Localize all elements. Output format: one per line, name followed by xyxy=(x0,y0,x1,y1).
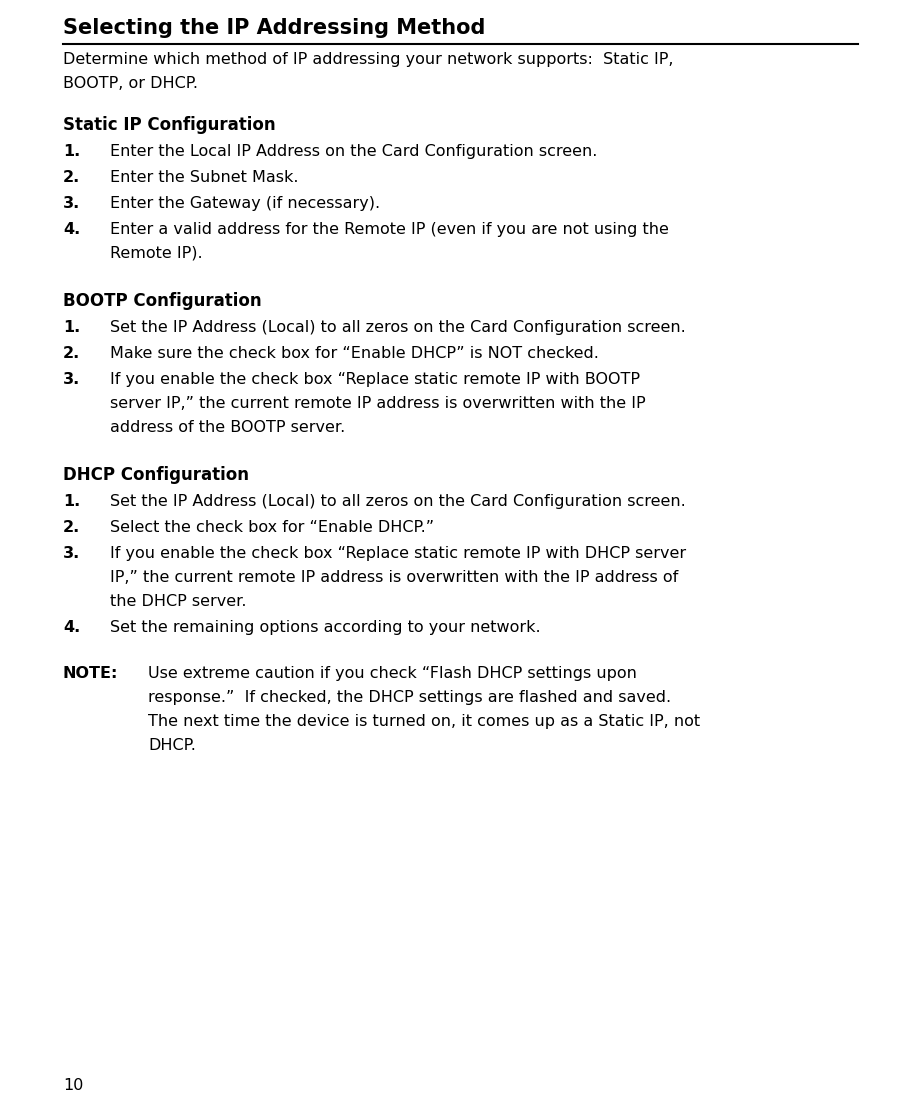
Text: BOOTP Configuration: BOOTP Configuration xyxy=(63,293,262,310)
Text: 2.: 2. xyxy=(63,346,81,361)
Text: server IP,” the current remote IP address is overwritten with the IP: server IP,” the current remote IP addres… xyxy=(110,396,646,411)
Text: Enter a valid address for the Remote IP (even if you are not using the: Enter a valid address for the Remote IP … xyxy=(110,222,669,237)
Text: DHCP Configuration: DHCP Configuration xyxy=(63,466,249,484)
Text: Set the IP Address (Local) to all zeros on the Card Configuration screen.: Set the IP Address (Local) to all zeros … xyxy=(110,494,686,509)
Text: 1.: 1. xyxy=(63,320,81,335)
Text: Selecting the IP Addressing Method: Selecting the IP Addressing Method xyxy=(63,18,486,38)
Text: 3.: 3. xyxy=(63,546,81,561)
Text: Set the IP Address (Local) to all zeros on the Card Configuration screen.: Set the IP Address (Local) to all zeros … xyxy=(110,320,686,335)
Text: If you enable the check box “Replace static remote IP with DHCP server: If you enable the check box “Replace sta… xyxy=(110,546,686,561)
Text: Set the remaining options according to your network.: Set the remaining options according to y… xyxy=(110,620,541,635)
Text: Enter the Gateway (if necessary).: Enter the Gateway (if necessary). xyxy=(110,196,381,211)
Text: 3.: 3. xyxy=(63,372,81,387)
Text: Determine which method of IP addressing your network supports:  Static IP,: Determine which method of IP addressing … xyxy=(63,52,673,66)
Text: If you enable the check box “Replace static remote IP with BOOTP: If you enable the check box “Replace sta… xyxy=(110,372,640,387)
Text: Use extreme caution if you check “Flash DHCP settings upon: Use extreme caution if you check “Flash … xyxy=(148,666,637,681)
Text: the DHCP server.: the DHCP server. xyxy=(110,594,246,609)
Text: NOTE:: NOTE: xyxy=(63,666,119,681)
Text: 1.: 1. xyxy=(63,144,81,160)
Text: 4.: 4. xyxy=(63,620,81,635)
Text: address of the BOOTP server.: address of the BOOTP server. xyxy=(110,420,345,435)
Text: BOOTP, or DHCP.: BOOTP, or DHCP. xyxy=(63,76,198,91)
Text: Make sure the check box for “Enable DHCP” is NOT checked.: Make sure the check box for “Enable DHCP… xyxy=(110,346,599,361)
Text: 4.: 4. xyxy=(63,222,81,237)
Text: Enter the Local IP Address on the Card Configuration screen.: Enter the Local IP Address on the Card C… xyxy=(110,144,597,160)
Text: 2.: 2. xyxy=(63,520,81,535)
Text: Remote IP).: Remote IP). xyxy=(110,246,203,261)
Text: Static IP Configuration: Static IP Configuration xyxy=(63,116,275,134)
Text: Enter the Subnet Mask.: Enter the Subnet Mask. xyxy=(110,170,298,185)
Text: Select the check box for “Enable DHCP.”: Select the check box for “Enable DHCP.” xyxy=(110,520,434,535)
Text: 1.: 1. xyxy=(63,494,81,509)
Text: response.”  If checked, the DHCP settings are flashed and saved.: response.” If checked, the DHCP settings… xyxy=(148,690,671,705)
Text: DHCP.: DHCP. xyxy=(148,738,196,753)
Text: The next time the device is turned on, it comes up as a Static IP, not: The next time the device is turned on, i… xyxy=(148,714,700,729)
Text: IP,” the current remote IP address is overwritten with the IP address of: IP,” the current remote IP address is ov… xyxy=(110,570,679,585)
Text: 3.: 3. xyxy=(63,196,81,211)
Text: 10: 10 xyxy=(63,1078,83,1092)
Text: 2.: 2. xyxy=(63,170,81,185)
